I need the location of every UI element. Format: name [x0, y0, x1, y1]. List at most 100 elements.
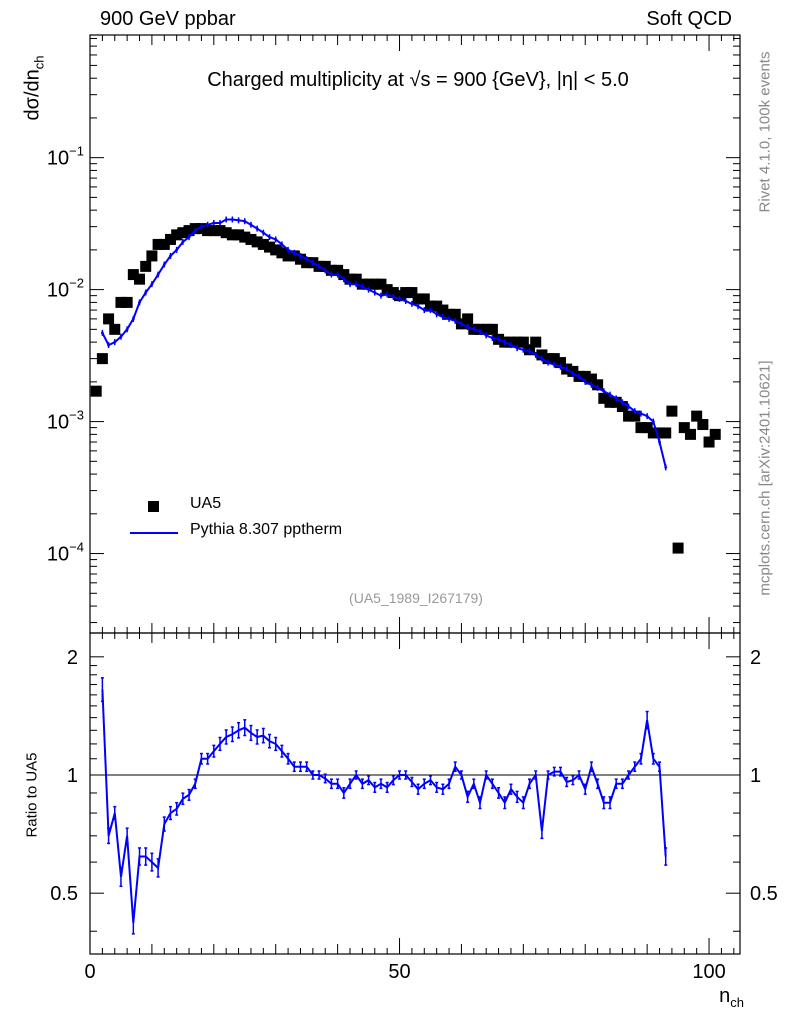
pythia-point — [664, 465, 668, 469]
ua5-data-point — [684, 428, 696, 440]
pythia-point — [162, 263, 166, 266]
ua5-data-point — [381, 284, 393, 296]
pythia-point — [348, 282, 352, 286]
ua5-data-point — [171, 229, 183, 241]
ua5-data-point — [251, 236, 263, 248]
ua5-data-point — [418, 293, 430, 305]
ua5-data-point — [585, 373, 597, 385]
ua5-data-point — [301, 257, 313, 269]
x-tick-label: 50 — [388, 961, 410, 983]
pythia-point — [503, 340, 507, 344]
pythia-point — [521, 348, 525, 352]
ua5-data-point — [158, 238, 170, 250]
ratio-tick-label-left: 2 — [67, 647, 78, 669]
pythia-point — [175, 248, 179, 252]
header-left: 900 GeV ppbar — [100, 8, 236, 30]
pythia-point — [336, 273, 340, 276]
pythia-point — [237, 218, 240, 222]
y-tick-label: 10−2 — [47, 276, 84, 302]
ua5-data-point — [245, 233, 257, 245]
ua5-data-point — [294, 253, 306, 265]
pythia-point — [138, 301, 141, 304]
pythia-point — [305, 257, 309, 261]
ua5-data-point — [109, 323, 121, 335]
ua5-data-point — [449, 308, 461, 320]
ua5-data-point — [660, 427, 672, 439]
ua5-data-point — [369, 278, 381, 290]
pythia-point — [645, 414, 649, 418]
ua5-data-point — [623, 410, 635, 422]
ua5-data-point — [610, 396, 622, 408]
pythia-point — [299, 254, 302, 258]
ua5-data-point — [697, 419, 709, 431]
pythia-point — [150, 282, 154, 286]
pythia-point — [422, 308, 426, 312]
ua5-data-point — [208, 225, 220, 237]
pythia-point — [460, 322, 463, 326]
ua5-data-point — [517, 336, 529, 348]
pythia-point — [181, 240, 185, 244]
ua5-data-point — [288, 250, 300, 262]
pythia-point — [230, 218, 234, 221]
y-tick-exp: −1 — [69, 144, 84, 159]
pythia-point — [583, 380, 587, 384]
ua5-data-point — [394, 290, 406, 302]
pythia-point — [261, 231, 265, 235]
pythia-point — [466, 325, 470, 329]
ua5-data-point — [400, 287, 412, 299]
pythia-point — [131, 317, 135, 321]
ua5-data-point — [319, 260, 331, 272]
ua5-data-point — [443, 308, 455, 320]
ua5-data-point — [431, 300, 443, 312]
ua5-data-point — [233, 229, 245, 241]
pythia-point — [453, 319, 457, 323]
ua5-data-point — [635, 422, 647, 434]
main-frame — [89, 34, 741, 634]
ratio-frame — [89, 632, 741, 955]
ua5-data-point — [257, 238, 269, 250]
ua5-data-point — [480, 323, 492, 335]
ua5-data-point — [220, 227, 232, 239]
pythia-point — [571, 372, 575, 376]
pythia-point — [292, 251, 296, 255]
pythia-point — [614, 396, 618, 400]
ua5-data-point — [709, 428, 721, 440]
pythia-point — [206, 223, 210, 227]
pythia-point — [249, 223, 253, 227]
pythia-point — [317, 264, 321, 268]
pythia-point — [577, 374, 581, 378]
pythia-point — [280, 243, 284, 246]
ua5-data-point — [152, 238, 164, 250]
pythia-point — [429, 308, 432, 312]
ua5-data-point — [325, 264, 337, 276]
ua5-data-point — [164, 233, 176, 245]
pythia-point — [212, 221, 216, 225]
y-tick-label: 10−4 — [47, 540, 84, 566]
pythia-point — [658, 440, 661, 444]
ua5-data-point — [103, 313, 115, 325]
pythia-point — [330, 273, 333, 276]
pythia-point — [552, 363, 556, 367]
ua5-data-point — [96, 353, 108, 365]
pythia-point — [472, 327, 476, 331]
pythia-point — [187, 235, 191, 239]
pythia-point — [478, 330, 482, 334]
x-axis-label-sub: ch — [730, 995, 744, 1010]
y-tick-exp: −2 — [69, 276, 84, 291]
pythia-point — [391, 295, 395, 299]
pythia-point — [255, 227, 259, 230]
pythia-point — [546, 361, 550, 364]
pythia-point — [268, 235, 271, 239]
ratio-tick-label-left: 0.5 — [50, 883, 78, 905]
x-tick-label: 100 — [692, 961, 725, 983]
pythia-point — [398, 297, 401, 301]
pythia-point — [218, 221, 222, 225]
pythia-point — [274, 238, 278, 241]
ua5-data-point — [406, 287, 418, 299]
ua5-data-point — [437, 304, 449, 316]
pythia-point — [416, 304, 420, 308]
ua5-data-point — [462, 313, 474, 325]
pythia-point — [490, 336, 494, 340]
ua5-data-point — [678, 422, 690, 434]
